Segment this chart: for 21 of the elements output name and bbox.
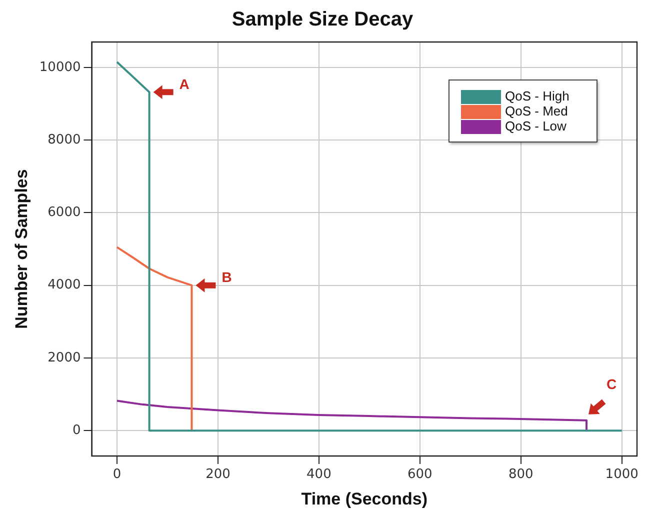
y-tick-label: 4000 — [48, 278, 81, 293]
chart-title: Sample Size Decay — [232, 8, 414, 31]
y-tick-label: 0 — [72, 422, 81, 438]
y-tick-label: 10000 — [39, 60, 81, 75]
x-tick-label: 600 — [408, 467, 432, 482]
y-tick-label: 6000 — [48, 205, 81, 220]
y-tick-label: 8000 — [48, 132, 81, 148]
annotation: C — [606, 376, 617, 392]
legend-label: QoS - Med — [505, 104, 568, 119]
x-tick-label: 400 — [306, 467, 332, 482]
legend-label: QoS - High — [505, 88, 570, 104]
legend-label: QoS - Low — [505, 118, 568, 134]
x-tick-label: 200 — [206, 467, 230, 482]
x-tick-label: 1000 — [605, 467, 638, 482]
x-tick-label: 800 — [508, 467, 534, 482]
annotation: A — [179, 76, 190, 92]
y-axis-title: Number of Samples — [12, 169, 31, 329]
x-tick-label: 0 — [112, 467, 122, 482]
annotation: B — [222, 269, 232, 286]
x-axis-title: Time (Seconds) — [301, 489, 428, 508]
y-tick-label: 2000 — [48, 350, 81, 366]
